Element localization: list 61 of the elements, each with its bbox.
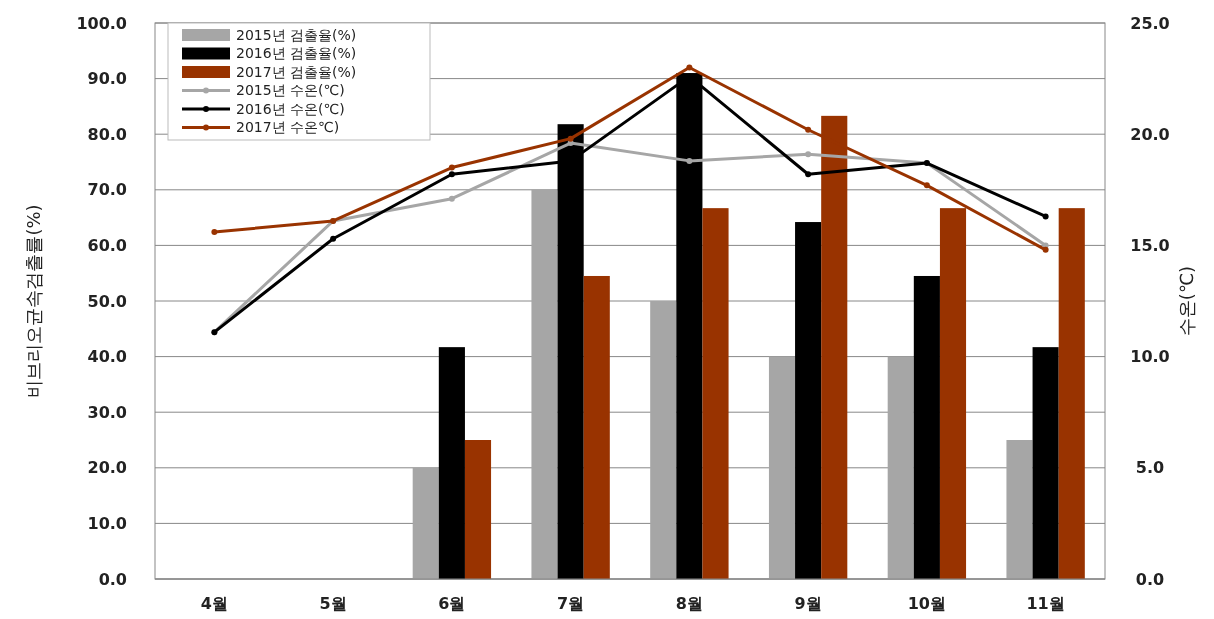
point <box>686 64 693 71</box>
point <box>1042 213 1049 220</box>
y-tick-label: 80.0 <box>87 124 127 144</box>
point <box>567 135 574 142</box>
legend-label: 2015년 검출율(%) <box>236 26 357 43</box>
bar <box>913 275 940 579</box>
y2-tick-label: 20.0 <box>1130 124 1170 144</box>
y-tick-label: 100.0 <box>76 13 127 33</box>
bar <box>438 347 465 579</box>
bar <box>650 301 677 579</box>
y2-tick-label: 15.0 <box>1130 236 1170 255</box>
y2-tick-label: 5.0 <box>1135 458 1165 478</box>
y-tick-label: 90.0 <box>87 69 127 89</box>
x-tick-label: 8월 <box>675 594 703 613</box>
x-tick-label: 11월 <box>1026 594 1065 613</box>
point <box>448 164 455 171</box>
x-tick-label: 10월 <box>907 594 947 613</box>
x-tick-label: 9월 <box>794 594 822 613</box>
bar <box>887 356 914 579</box>
bar <box>1058 208 1085 579</box>
bar <box>531 189 558 579</box>
bar <box>1006 440 1033 579</box>
y2-tick-label: 0.0 <box>1135 569 1165 589</box>
bar <box>768 356 796 579</box>
y-tick-label: 10.0 <box>87 514 127 533</box>
y-tick-label: 70.0 <box>87 180 127 200</box>
bar <box>1032 347 1059 579</box>
y2-tick-label: 25.0 <box>1130 13 1170 33</box>
bar <box>795 222 822 579</box>
y2-axis-title: 수온(℃) <box>1176 265 1197 337</box>
x-tick-label: 6월 <box>438 594 466 613</box>
legend-label: 2017년 검출율(%) <box>236 63 357 80</box>
point <box>1042 246 1049 253</box>
y-tick-label: 50.0 <box>87 291 127 311</box>
y-tick-label: 60.0 <box>87 236 127 255</box>
point <box>686 157 693 164</box>
point <box>805 171 812 178</box>
bar <box>702 208 729 579</box>
legend-label: 2015년 수온(℃) <box>236 82 345 99</box>
y-axis-title: 비브리오균속검출률(%) <box>23 204 44 398</box>
y2-tick-label: 10.0 <box>1130 347 1170 367</box>
x-tick-label: 7월 <box>557 594 585 613</box>
point <box>805 126 812 133</box>
bar <box>583 275 610 579</box>
point <box>448 195 455 202</box>
point <box>330 235 337 242</box>
bar <box>412 467 439 579</box>
point <box>805 151 812 158</box>
legend-label: 2016년 검출율(%) <box>236 45 357 62</box>
point <box>923 182 930 189</box>
x-tick-label: 5월 <box>319 594 347 613</box>
y-tick-label: 20.0 <box>87 458 127 478</box>
y-tick-label: 30.0 <box>87 402 127 422</box>
point <box>448 171 455 178</box>
point <box>211 229 218 236</box>
x-tick-label: 4월 <box>200 594 228 613</box>
bar <box>464 440 492 579</box>
y-tick-label: 40.0 <box>87 347 127 367</box>
legend-label: 2016년 수온(℃) <box>236 100 345 117</box>
y-tick-label: 0.0 <box>98 569 127 589</box>
legend-label: 2017년 수온℃) <box>236 119 340 136</box>
